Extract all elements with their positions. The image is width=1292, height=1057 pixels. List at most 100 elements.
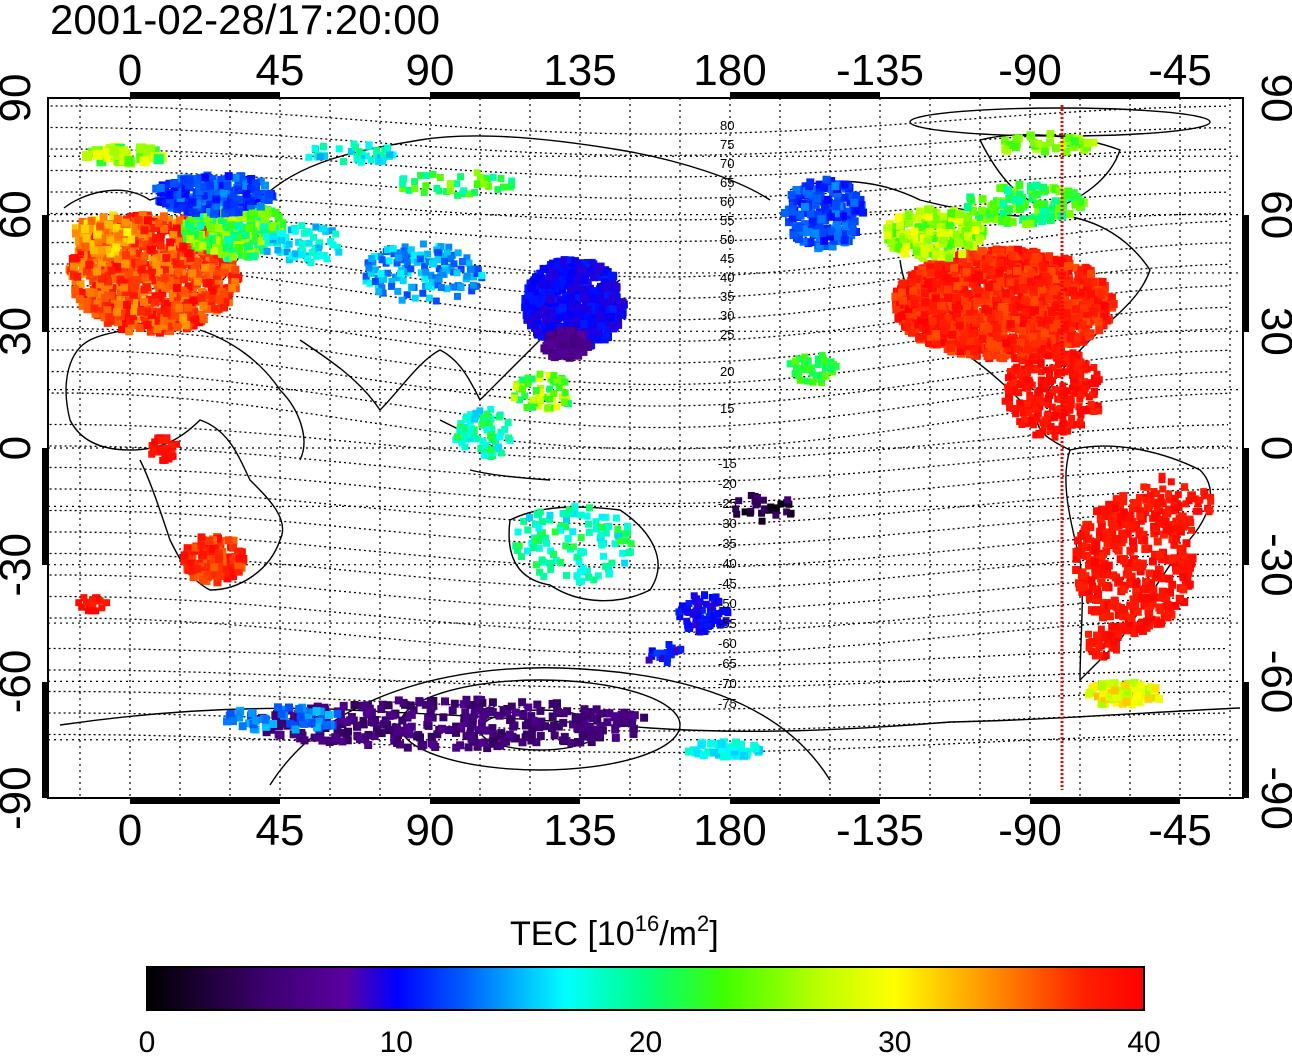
tec-pixel <box>715 597 723 605</box>
tec-pixel <box>218 219 226 228</box>
tec-pixel <box>546 280 554 289</box>
tec-pixel <box>840 180 849 189</box>
tec-pixel <box>927 310 936 319</box>
tec-pixel <box>156 241 165 250</box>
tec-pixel <box>590 273 599 282</box>
tec-pixel <box>557 281 565 290</box>
tec-pixel <box>572 348 581 357</box>
tec-pixel <box>156 280 165 289</box>
tec-pixel <box>476 174 484 181</box>
tec-pixel <box>146 245 155 254</box>
tec-pixel <box>1048 308 1056 316</box>
tec-pixel <box>230 208 239 217</box>
tec-pixel <box>1052 256 1061 265</box>
tec-pixel <box>938 302 947 310</box>
tec-pixel <box>992 332 1001 341</box>
tec-pixel <box>1052 291 1061 300</box>
tec-pixel <box>804 190 813 199</box>
tec-pixel <box>539 264 548 273</box>
tec-pixel <box>528 375 536 383</box>
tec-pixel <box>399 185 407 193</box>
tec-pixel <box>505 435 513 443</box>
tec-pixel <box>553 403 561 411</box>
tec-pixel <box>615 532 623 540</box>
tec-pixel <box>826 212 835 221</box>
tec-pixel <box>524 380 532 388</box>
tec-pixel <box>125 270 134 279</box>
tec-pixel <box>829 189 838 198</box>
tec-pixel <box>148 310 156 319</box>
tec-pixel <box>445 243 453 251</box>
tec-pixel <box>970 303 979 312</box>
tec-pixel <box>219 226 228 235</box>
tec-pixel <box>899 213 908 222</box>
tec-pixel <box>974 338 982 347</box>
tec-pixel <box>559 266 568 275</box>
tec-pixel <box>151 292 160 301</box>
tec-pixel <box>784 496 792 504</box>
tec-pixel <box>75 599 83 607</box>
tec-pixel <box>811 229 820 238</box>
tec-pixel <box>573 309 581 318</box>
tec-pixel <box>127 235 136 244</box>
tec-pixel <box>1058 259 1067 268</box>
tec-pixel <box>614 525 622 533</box>
tec-pixel <box>188 566 197 575</box>
tec-pixel <box>180 175 188 184</box>
tec-pixel <box>532 561 540 569</box>
tec-pixel <box>814 361 822 369</box>
tec-pixel <box>485 419 493 427</box>
tec-pixel <box>201 263 210 272</box>
tec-pixel <box>696 622 704 630</box>
tec-pixel <box>457 173 465 181</box>
tec-pixel <box>214 224 223 232</box>
tec-pixel <box>472 409 480 417</box>
tec-pixel <box>432 297 440 305</box>
tec-pixel <box>579 344 588 353</box>
tec-pixel <box>683 608 691 616</box>
tec-pixel <box>210 209 219 218</box>
tec-pixel <box>952 304 961 313</box>
tec-pixel <box>512 383 520 391</box>
tec-pixel <box>213 578 222 587</box>
tec-pixel <box>484 452 492 460</box>
tec-pixel <box>952 210 961 218</box>
tec-pixel <box>964 290 973 299</box>
tec-pixel <box>123 300 131 309</box>
tec-pixel <box>950 264 959 273</box>
tec-pixel <box>185 176 194 185</box>
tec-pixel <box>168 289 177 298</box>
tec-pixel <box>334 243 342 251</box>
tec-pixel <box>528 539 536 547</box>
tec-pixel <box>546 385 554 393</box>
tec-pixel <box>1064 255 1073 264</box>
tec-pixel <box>91 309 100 318</box>
tec-pixel <box>802 366 810 374</box>
tec-pixel <box>537 384 545 392</box>
tec-pixel <box>152 184 161 193</box>
tec-pixel <box>573 273 582 282</box>
tec-pixel <box>404 269 412 277</box>
tec-pixel <box>975 236 984 245</box>
tec-pixel <box>550 550 557 558</box>
tec-pixel <box>806 178 815 187</box>
tec-pixel <box>566 281 575 289</box>
tec-pixel <box>365 141 373 149</box>
tec-pixel <box>104 240 113 249</box>
tec-pixel <box>199 301 208 310</box>
tec-pixel <box>124 156 135 167</box>
tec-pixel <box>173 292 182 301</box>
tec-pixel <box>263 207 272 215</box>
tec-pixel <box>585 520 592 528</box>
tec-pixel <box>212 270 221 279</box>
tec-pixel <box>154 219 163 228</box>
tec-pixel <box>1095 326 1104 335</box>
tec-pixel <box>553 376 561 384</box>
tec-pixel <box>165 195 174 204</box>
tec-pixel <box>466 266 474 273</box>
tec-pixel <box>590 576 598 584</box>
tec-pixel <box>135 324 144 332</box>
tec-pixel <box>235 195 244 204</box>
tec-pixel <box>566 299 575 308</box>
tec-pixel <box>197 541 206 550</box>
